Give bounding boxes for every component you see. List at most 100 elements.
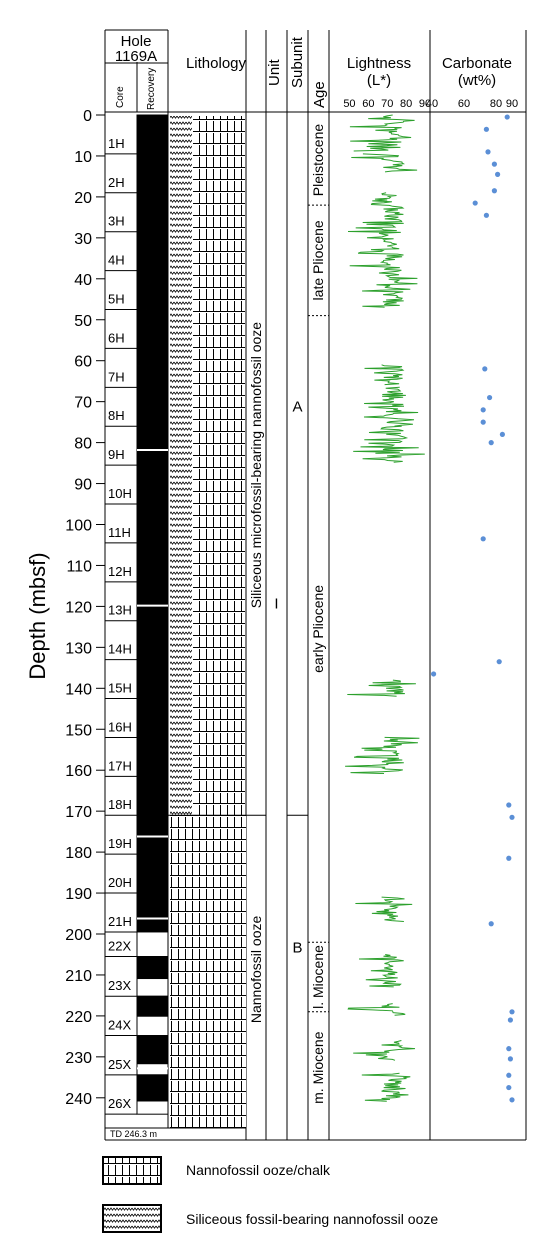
carbonate-tick-label-90: 90	[506, 98, 518, 110]
carbonate-point-3	[491, 161, 497, 167]
depth-tick-label-180: 180	[65, 845, 92, 862]
depth-tick-label-190: 190	[65, 886, 92, 903]
recovery-bar-9H	[137, 426, 168, 466]
lithology-name-0: Siliceous microfossil-bearing nannofossi…	[248, 322, 264, 609]
lightness-tick-label-90: 90	[419, 98, 431, 110]
core-label-12H: 12H	[108, 564, 132, 579]
recovery-bar-13H	[137, 581, 168, 621]
lightness-tick-label-80: 80	[400, 98, 412, 110]
lithology-header: Lithology	[186, 55, 247, 72]
lightness-trace-5	[353, 425, 425, 463]
subunit-label-A: A	[292, 399, 302, 416]
lightness-unit: (L*)	[367, 72, 391, 89]
depth-tick-label-10: 10	[74, 149, 92, 166]
carbonate-point-12	[499, 431, 505, 438]
depth-tick-label-30: 30	[74, 231, 92, 248]
core-label-4H: 4H	[108, 253, 125, 268]
legend: Nannofossil ooze/chalk Siliceous fossil-…	[102, 1156, 438, 1233]
age-label-0: Pleistocene	[310, 124, 326, 197]
lightness-trace-6	[347, 679, 416, 697]
carbonate-axis-ticks: 40 60 80 90	[426, 98, 518, 110]
carbonate-unit: (wt%)	[458, 72, 496, 89]
lightness-trace-3	[364, 364, 405, 386]
lightness-trace-10	[347, 1003, 406, 1016]
core-label-15H: 15H	[108, 681, 132, 696]
lightness-trace-4	[363, 386, 419, 427]
carbonate-point-9	[487, 394, 493, 401]
carbonate-point-22	[507, 1017, 513, 1023]
carbonate-point-26	[506, 1084, 512, 1091]
subunit-label-B: B	[292, 939, 302, 956]
recovery-bar-14H	[137, 620, 168, 660]
legend-swatch-nannofossil	[102, 1156, 162, 1185]
core-label-1H: 1H	[108, 136, 125, 151]
depth-tick-label-70: 70	[74, 395, 92, 412]
recovery-bar-17H	[137, 737, 168, 777]
recovery-bar-20H	[137, 854, 168, 894]
lightness-trace-0	[349, 114, 415, 152]
recovery-header: Recovery	[146, 68, 157, 110]
depth-ticks: 0 10 20 30 40 50 60 70 80 90 100 110 120 130 140 150 160…	[65, 108, 105, 1108]
lightness-trace-1	[351, 153, 418, 173]
unit-label: I	[274, 595, 278, 612]
recovery-bar-10H	[137, 465, 168, 505]
recovery-bar-5H	[137, 270, 168, 310]
age-label-1: late Pliocene	[310, 220, 326, 300]
carbonate-point-13	[488, 440, 494, 446]
carbonate-point-14	[480, 536, 486, 542]
depth-tick-label-60: 60	[74, 354, 92, 371]
carbonate-point-2	[485, 149, 491, 155]
core-label-5H: 5H	[108, 292, 125, 307]
core-interval-22X	[136, 931, 169, 958]
hole-title: Hole	[121, 33, 152, 50]
lightness-tick-label-60: 60	[362, 98, 374, 110]
core-label-7H: 7H	[108, 369, 125, 384]
lightness-header: Lightness	[347, 55, 411, 72]
depth-axis: Depth (mbsf) 0 10 20 30 40 50 60 70 80 90 100 110 12…	[25, 108, 105, 1108]
core-label-6H: 6H	[108, 330, 125, 345]
carbonate-point-6	[472, 200, 478, 206]
lightness-trace-7	[345, 736, 420, 774]
core-label-19H: 19H	[108, 836, 132, 851]
recovery-bar-16H	[137, 698, 168, 738]
recovery-bar-24X	[137, 996, 168, 1017]
depth-tick-label-130: 130	[65, 640, 92, 657]
carbonate-point-4	[495, 171, 501, 177]
recovery-column	[136, 114, 169, 1115]
recovery-bar-19H	[137, 815, 168, 855]
core-label-25X: 25X	[108, 1057, 131, 1072]
depth-tick-label-110: 110	[66, 558, 92, 575]
carbonate-point-27	[509, 1097, 515, 1103]
core-label-16H: 16H	[108, 719, 132, 734]
depth-tick-label-240: 240	[65, 1091, 92, 1108]
carbonate-tick-label-60: 60	[458, 98, 470, 110]
core-label-8H: 8H	[108, 408, 125, 423]
recovery-bar-25X	[137, 1035, 168, 1065]
lithology-column	[168, 116, 246, 1128]
depth-tick-label-140: 140	[65, 681, 92, 698]
carbonate-tick-label-80: 80	[490, 98, 502, 110]
carbonate-point-16	[431, 671, 437, 677]
lithology-nannofossil-lower	[170, 815, 246, 1128]
lithology-names: Siliceous microfossil-bearing nannofossi…	[246, 322, 266, 1023]
depth-tick-label-40: 40	[74, 272, 92, 289]
lightness-trace-12	[361, 1072, 411, 1102]
recovery-bar-7H	[137, 348, 168, 388]
depth-tick-label-200: 200	[65, 927, 92, 944]
cores-column: 1H 2H 3H 4H 5H 6H 7H 8H 9H 10H 11H 12H 13H 14H 15H 16H 1…	[105, 136, 137, 1115]
carbonate-series	[431, 114, 515, 1103]
carbonate-point-1	[483, 126, 489, 132]
legend-label-nannofossil: Nannofossil ooze/chalk	[186, 1162, 331, 1178]
carbonate-point-17	[506, 802, 512, 808]
legend-swatch-siliceous	[102, 1204, 162, 1233]
core-label-10H: 10H	[108, 486, 132, 501]
carbonate-point-18	[509, 814, 515, 820]
depth-tick-label-20: 20	[74, 190, 92, 207]
carbonate-point-15	[496, 659, 502, 665]
age-column: Pleistocene late Pliocene early Pliocene l.…	[308, 124, 329, 1104]
core-label-23X: 23X	[108, 978, 131, 993]
depth-tick-label-230: 230	[65, 1050, 92, 1067]
hole-id: 1169A	[115, 48, 157, 65]
carbonate-point-5	[491, 188, 497, 194]
